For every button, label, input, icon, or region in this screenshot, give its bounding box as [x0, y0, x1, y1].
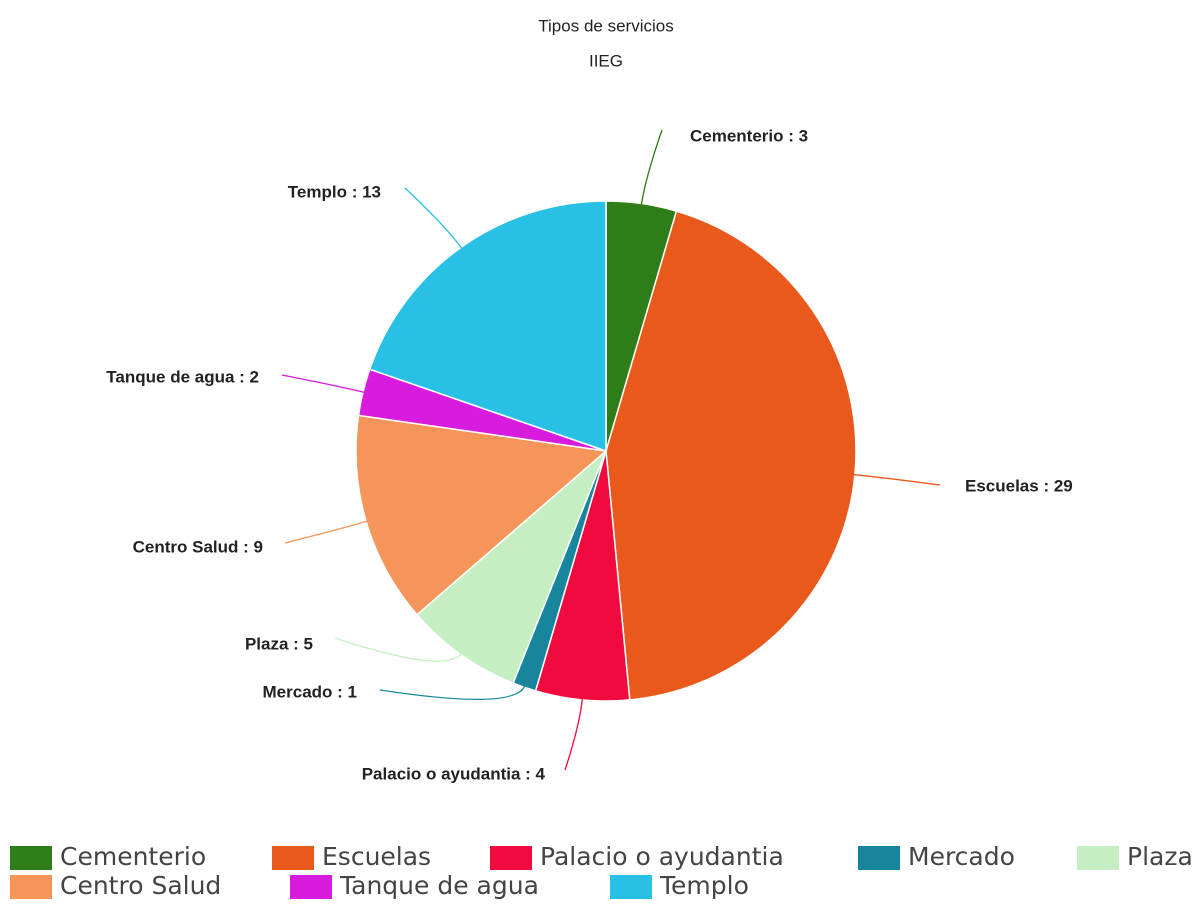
leader-line [404, 187, 463, 250]
legend-swatch [1077, 846, 1119, 870]
data-label: Centro Salud : 9 [133, 537, 263, 556]
chart-subtitle: IIEG [589, 51, 623, 70]
legend-label: Centro Salud [60, 871, 221, 900]
legend-label: Cementerio [60, 842, 206, 871]
legend-swatch [858, 846, 900, 870]
legend-swatch [290, 875, 332, 899]
data-label: Cementerio : 3 [690, 126, 808, 145]
legend-label: Templo [659, 871, 749, 900]
data-label: Palacio o ayudantia : 4 [362, 764, 546, 783]
leader-line [640, 129, 663, 206]
data-label: Tanque de agua : 2 [106, 367, 259, 386]
data-label: Mercado : 1 [263, 682, 357, 701]
data-label: Plaza : 5 [245, 634, 313, 653]
leader-line [564, 697, 584, 771]
data-label: Escuelas : 29 [965, 476, 1073, 495]
legend-label: Palacio o ayudantia [540, 842, 784, 871]
legend-swatch [10, 875, 52, 899]
legend-swatch [490, 846, 532, 870]
leader-line [284, 520, 369, 544]
legend-swatch [610, 875, 652, 899]
leader-line [852, 473, 941, 486]
legend-label: Mercado [908, 842, 1015, 871]
legend-label: Plaza [1127, 842, 1193, 871]
legend-label: Escuelas [322, 842, 431, 871]
leader-line [334, 637, 463, 662]
data-label: Templo : 13 [288, 182, 381, 201]
leader-line [379, 685, 526, 701]
legend-swatch [10, 846, 52, 870]
legend-label: Tanque de agua [339, 871, 539, 900]
legend-swatch [272, 846, 314, 870]
leader-line [281, 374, 366, 394]
chart-title: Tipos de servicios [538, 16, 673, 35]
